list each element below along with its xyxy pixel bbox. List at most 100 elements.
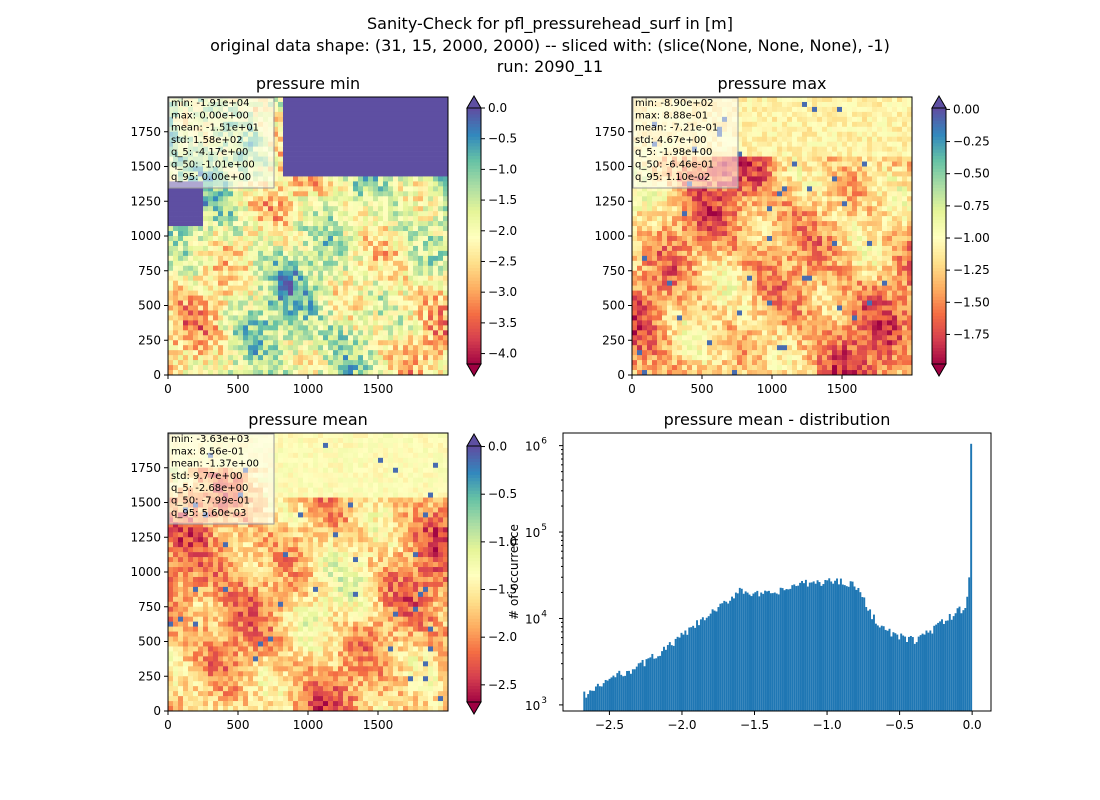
colorbar: 0.00 −0.25 −0.50 −0.75 −1.00 −1.25 −1.50 −1.75 — [931, 95, 990, 377]
histogram-bar — [680, 632, 683, 711]
histogram-bar — [810, 582, 813, 711]
histogram-bar — [756, 590, 759, 711]
y-tick-label: 1500 — [130, 496, 161, 510]
histogram-bar — [872, 614, 875, 711]
histogram-bar — [629, 673, 632, 711]
histogram-bar — [882, 626, 885, 711]
histogram-bar — [915, 642, 918, 711]
histogram-bar — [717, 607, 720, 711]
colorbar-tick-label: 0.0 — [488, 440, 507, 454]
histogram-bar — [909, 635, 912, 711]
y-tick-label: 1000 — [130, 229, 161, 243]
histogram-bar — [608, 678, 611, 711]
histogram-bar — [808, 582, 811, 711]
histogram-bar — [896, 634, 899, 711]
x-tick-label: 0 — [164, 718, 172, 732]
histogram-bar — [733, 598, 735, 711]
histogram-bar — [651, 653, 654, 711]
histogram-bar — [876, 625, 879, 711]
stats-box — [168, 433, 275, 525]
histogram-bar — [643, 666, 646, 711]
histogram-bar — [699, 619, 702, 711]
y-tick-label: 750 — [138, 264, 161, 278]
colorbar-extend-over — [466, 433, 482, 447]
y-tick-label: 1250 — [130, 194, 161, 208]
histogram-bar — [731, 596, 734, 711]
stats-line: min: -8.90e+02 — [635, 98, 714, 109]
histogram-bar — [960, 613, 963, 711]
histogram-bar — [657, 656, 660, 711]
histogram-bar — [820, 585, 823, 711]
histogram-bar — [952, 616, 955, 711]
colorbar-tick-label: −2.5 — [488, 254, 517, 268]
histogram-bar — [696, 620, 699, 711]
colorbar-tick-label: −4.0 — [488, 347, 517, 361]
y-tick-label: 1750 — [594, 125, 625, 139]
histogram-bar — [766, 591, 768, 711]
histogram-bar — [682, 634, 685, 711]
histogram-bar — [612, 675, 615, 711]
histogram-bar — [814, 583, 817, 711]
histogram-bar — [666, 645, 669, 711]
histogram-bar — [701, 617, 704, 711]
histogram-bar — [839, 578, 842, 711]
stats-line: q_50: -7.99e-01 — [171, 496, 250, 507]
panel-title: pressure mean - distribution — [664, 410, 891, 429]
histogram-bar — [874, 623, 877, 711]
histogram-bar — [598, 686, 601, 711]
x-tick-label: 1000 — [293, 718, 324, 732]
histogram-bar — [594, 686, 597, 711]
histogram-bar — [921, 633, 924, 711]
map-panel-1: pressure max 0 500 1000 1500 0 250 500 750 1000 12… — [594, 74, 989, 396]
histogram-bar — [746, 592, 749, 711]
histogram-bar — [917, 636, 920, 711]
histogram-bar — [925, 630, 928, 711]
histogram-bar — [670, 645, 673, 711]
histogram-bar — [635, 666, 638, 711]
histogram-bar — [956, 608, 959, 711]
histogram-bar — [904, 636, 907, 711]
figure-title-line-1: Sanity-Check for pfl_pressurehead_surf i… — [367, 14, 733, 33]
histogram-bar — [954, 613, 957, 711]
histogram-bar — [783, 590, 786, 711]
histogram-bar — [618, 670, 621, 711]
y-tick-label: 1750 — [130, 125, 161, 139]
histogram-bar — [715, 611, 718, 711]
histogram-bar — [892, 632, 895, 711]
histogram-bar — [927, 632, 930, 711]
histogram-bar — [797, 585, 800, 711]
histogram-bar — [764, 590, 767, 711]
histogram-bar — [694, 627, 697, 711]
histogram-bar — [583, 691, 586, 711]
histogram-bar — [771, 593, 774, 711]
histogram-bar — [674, 638, 677, 711]
y-tick-label: 103 — [525, 696, 547, 713]
histogram-bar — [853, 586, 856, 711]
colorbar-tick-label: −1.50 — [953, 295, 990, 309]
stats-line: max: 8.56e-01 — [171, 446, 244, 457]
histogram-bar — [750, 596, 753, 711]
histogram-bar — [589, 690, 592, 711]
x-tick-label: 1000 — [293, 382, 324, 396]
histogram-bar — [610, 677, 613, 711]
histogram-bar — [742, 593, 745, 711]
histogram-bar — [902, 635, 905, 711]
x-tick-label: 0.0 — [963, 718, 982, 732]
x-tick-label: 1500 — [363, 382, 394, 396]
histogram-bar — [631, 669, 634, 711]
histogram-bar — [828, 578, 831, 711]
panel-title: pressure mean — [248, 410, 368, 429]
histogram-bar — [668, 642, 671, 711]
histogram-bar — [834, 580, 837, 711]
histogram-bar — [962, 610, 965, 711]
histogram-bar — [602, 683, 605, 711]
histogram-bar — [845, 586, 848, 711]
histogram-bar — [655, 658, 658, 711]
histogram-bar — [801, 580, 803, 711]
y-tick-label: 250 — [138, 333, 161, 347]
x-tick-label: 1000 — [757, 382, 788, 396]
y-tick-label: 1750 — [130, 461, 161, 475]
histogram-bar — [907, 636, 910, 711]
histogram-bars — [583, 443, 973, 711]
